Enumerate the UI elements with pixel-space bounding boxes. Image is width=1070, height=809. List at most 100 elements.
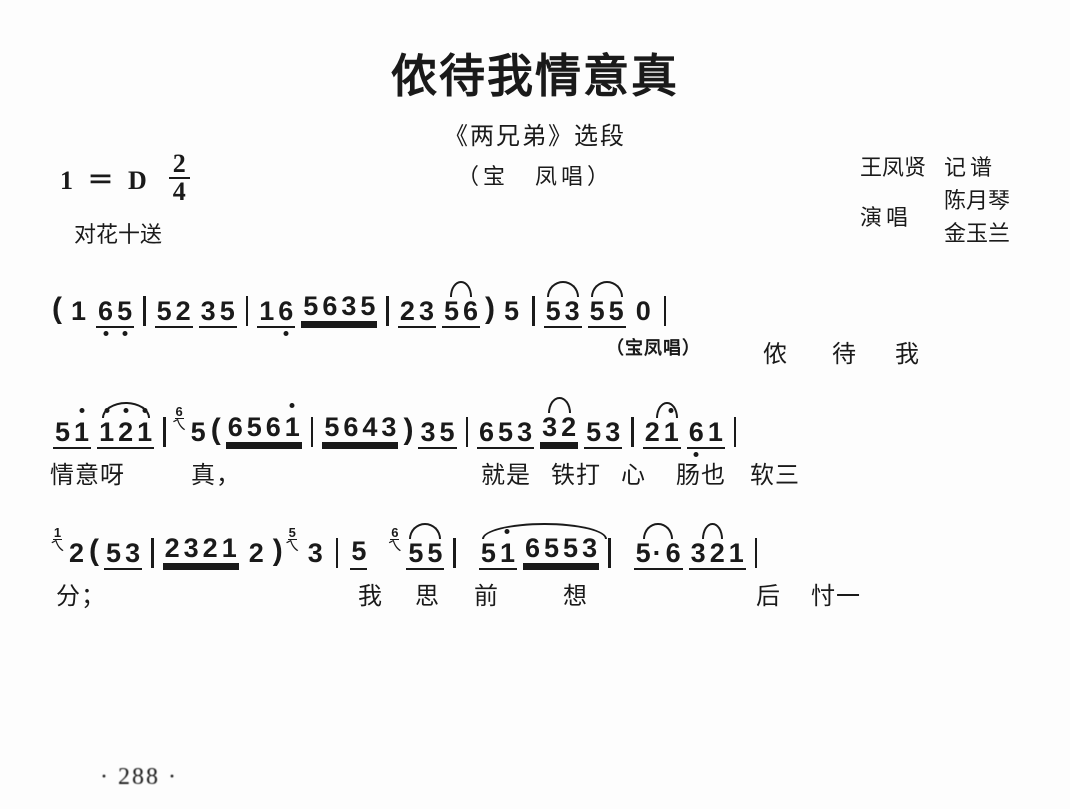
lyric: 我 [358,576,383,611]
note: 5 [635,537,663,568]
tie [450,281,473,297]
paren-open: ( [87,534,101,570]
beam-group: 35 [418,416,456,449]
note: 5 [503,295,520,328]
beam-group: 5635 [301,290,377,323]
credits: 王凤贤 记谱 陈月琴 演唱 金玉兰 [860,151,1010,250]
note: 1 [98,416,115,447]
note: 5 [302,290,319,321]
note: 6 [227,411,244,442]
note: 6 [688,416,705,447]
note: 5 [116,295,133,326]
paren-open: ( [50,292,64,328]
tune-name: 对花十送 [74,217,190,249]
grace-note: 1ㄟ [50,526,65,555]
beam-group: 1 6 [257,295,295,328]
time-signature: 2 4 [169,151,190,205]
note: 6 [524,532,541,563]
note: 1 [284,411,301,442]
beam-group: 23 [398,295,436,328]
note: 6 [665,537,682,568]
note: 3 [200,295,217,326]
note: 5 [438,416,455,447]
note: 5 [480,537,497,568]
note: 5 [545,295,562,326]
lyric-line: 分； 我 思 前 想 后 忖一 [50,576,1020,611]
note: 3 [183,532,200,563]
barline [608,538,611,568]
beam-group: 6561 [226,411,302,444]
beam-group: 6553 [523,532,599,565]
subtitle: 《两兄弟》选段 [50,116,1020,151]
lyric: 想 [563,576,588,611]
beam-group: 51 [479,537,517,570]
note: 5 [443,295,460,326]
key-signature: 1 ＝ D 2 4 [60,151,190,205]
beam-group: 6 5 [96,295,134,328]
note: 3 [419,416,436,447]
note: 3 [418,295,435,326]
paren-close: ) [483,292,497,328]
grace-note: 6ㄟ [387,526,402,555]
credit-name: 陈月琴 [944,184,1010,217]
note: 5 [562,532,579,563]
beam-group: 21 [643,416,681,449]
note: 2 [164,532,181,563]
tie [409,523,441,539]
tie [702,523,723,539]
barline [163,417,166,447]
note: 5 [105,537,122,568]
music-line: 51 121 6ㄟ 5 ( 6561 5643 ) 35 653 [50,411,1020,449]
note: 6 [462,295,479,326]
note: 6 [277,295,294,326]
beam-group: 53 [584,416,622,449]
credit-name: 金玉兰 [944,217,1010,250]
lyric-line: 情意呀 真， 就是 铁打 心 肠也 软三 [50,455,1020,490]
note: 3 [340,290,357,321]
key-text: 1 ＝ D [60,160,151,197]
barline [631,417,634,447]
barline [143,296,146,326]
barline [336,538,339,568]
barline [311,417,314,447]
note: 2 [175,295,192,326]
lyric: 就是 [481,455,531,490]
credit-role: 演唱 [860,201,926,234]
beam-group: 321 [689,537,746,570]
beam-group: 55 [588,295,626,328]
note: 3 [380,411,397,442]
note: 1 [499,537,516,568]
note: 2 [68,537,85,570]
lyric: 思 [415,576,440,611]
note: 3 [564,295,581,326]
note: 0 [635,295,652,328]
note: 1 [728,537,745,568]
lyric: 后 [756,576,781,611]
note: 5 [359,290,376,321]
note: 2 [644,416,661,447]
note: 6 [265,411,282,442]
barline [386,296,389,326]
beam-group: 2321 [163,532,239,565]
note: 3 [604,416,621,447]
note: 3 [124,537,141,568]
note: 1 [707,416,724,447]
lyric: 情意呀 [50,455,125,490]
grace-note: 6ㄟ [172,405,187,434]
credit-name: 王凤贤 [860,151,926,184]
note: 5 [543,532,560,563]
lyric: 侬 [763,334,788,369]
note: 5 [350,535,367,570]
note: 5 [608,295,625,326]
note: 5 [54,416,71,447]
beam-group: 55 [406,537,444,570]
note: 3 [307,537,324,570]
note: 1 [258,295,275,326]
note: 1 [136,416,153,447]
note: 6 [478,416,495,447]
paren-open: ( [209,413,223,449]
beam-group: 32 [540,411,578,444]
barline [466,417,469,447]
tie [547,281,579,297]
tie [591,281,623,297]
